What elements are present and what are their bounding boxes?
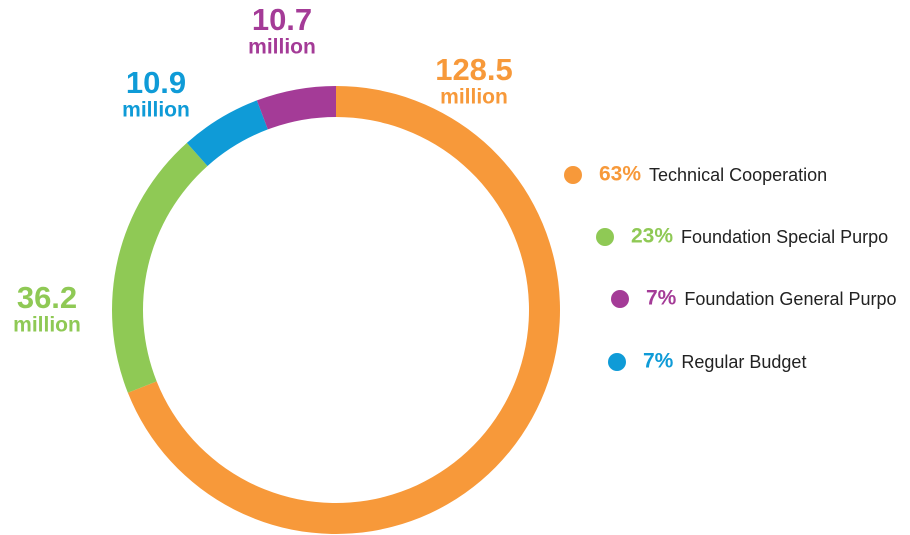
- legend-marker: [611, 290, 629, 308]
- legend-share: 23%: [631, 225, 673, 248]
- legend-marker: [564, 166, 582, 184]
- legend-marker: [596, 228, 614, 246]
- value-unit: million: [122, 99, 190, 122]
- value-unit: million: [440, 86, 508, 109]
- legend-label: Regular Budget: [681, 352, 806, 372]
- legend-label: Foundation Special Purpo: [681, 227, 888, 247]
- donut-segment: [256, 86, 336, 130]
- donut-segment: [186, 100, 268, 166]
- value-unit: million: [248, 36, 316, 59]
- legend-marker: [608, 353, 626, 371]
- donut-segment: [112, 142, 208, 393]
- value-label: 10.9: [126, 65, 186, 100]
- value-label: 128.5: [435, 52, 513, 87]
- legend-label: Foundation General Purpo: [684, 289, 896, 309]
- value-label: 36.2: [17, 280, 77, 315]
- legend-share: 7%: [643, 350, 674, 373]
- value-label: 10.7: [252, 2, 312, 37]
- legend-share: 63%: [599, 163, 641, 186]
- legend-share: 7%: [646, 287, 677, 310]
- value-unit: million: [13, 314, 81, 337]
- legend-label: Technical Cooperation: [649, 165, 827, 185]
